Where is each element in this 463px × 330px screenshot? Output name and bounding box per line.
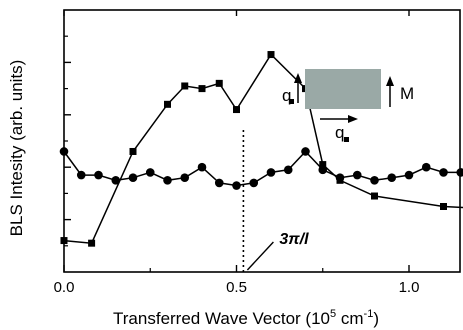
inset-q-left-label: q	[282, 86, 291, 105]
circle-data-point	[197, 162, 207, 172]
square-data-point	[371, 192, 378, 200]
circle-data-point	[163, 176, 172, 185]
plot-frame	[63, 9, 461, 273]
inset-diagram: q M q	[282, 69, 414, 142]
inset-m-arrowhead	[386, 76, 394, 86]
x-axis-ticks: 0.00.51.01.52.0	[54, 10, 420, 296]
circle-data-point	[301, 147, 310, 156]
circle-data-point	[370, 176, 379, 185]
inset-q-bottom-subscript	[344, 137, 349, 142]
x-tick-label: 0.0	[54, 279, 75, 296]
square-data-point	[233, 106, 240, 114]
square-data-point	[60, 237, 68, 245]
circle-data-point	[94, 170, 103, 180]
inset-q-left-subscript	[289, 99, 294, 104]
square-data-point	[215, 79, 223, 87]
square-data-point	[181, 82, 189, 90]
circle-data-point	[214, 178, 224, 188]
annotation-pointer-line	[246, 241, 274, 271]
circle-data-point	[76, 170, 86, 180]
circle-data-point	[352, 170, 362, 180]
circle-data-point	[439, 168, 448, 177]
circle-data-point	[145, 168, 155, 177]
circle-data-point	[318, 165, 328, 175]
series-markers	[59, 51, 463, 247]
circle-data-point	[266, 168, 276, 177]
square-data-point	[267, 51, 275, 59]
circle-data-point	[456, 168, 463, 177]
circle-series-line	[63, 150, 463, 187]
x-tick-label: 0.5	[226, 279, 247, 296]
y-axis-title: BLS Intesity (arb. units)	[7, 60, 26, 237]
inset-q-arrowhead	[294, 73, 302, 83]
circle-data-point	[404, 170, 414, 180]
annotation-label: 3π/l	[279, 231, 309, 248]
circle-data-point	[283, 165, 293, 175]
inset-m-label: M	[400, 84, 414, 103]
square-data-point	[164, 100, 171, 108]
circle-data-point	[111, 176, 121, 185]
circle-data-point	[387, 173, 397, 182]
inset-q-bottom-label: q	[335, 123, 344, 142]
x-axis-title-sup: 5	[330, 308, 336, 320]
square-data-point	[198, 85, 206, 93]
x-axis-title-unit: cm	[336, 309, 363, 328]
x-axis-title-end: )	[373, 309, 379, 328]
inset-block	[305, 69, 381, 109]
circle-data-point	[180, 173, 190, 182]
square-data-point	[440, 203, 447, 210]
square-data-point	[88, 239, 96, 247]
circle-data-point	[59, 147, 69, 156]
circle-data-point	[335, 173, 345, 182]
x-axis-title: Transferred Wave Vector (105 cm-1)	[113, 308, 379, 328]
circle-data-point	[249, 178, 259, 188]
circle-data-point	[232, 181, 241, 190]
inset-q-bottom-arrowhead	[348, 115, 358, 123]
plot-area-border	[63, 9, 461, 273]
annotation-group: 3π/l	[242, 130, 309, 272]
x-tick-label: 1.0	[399, 279, 420, 296]
x-axis-title-unit-sup: -1	[364, 308, 374, 320]
circle-data-point	[421, 162, 431, 172]
x-axis-title-main: Transferred Wave Vector (10	[113, 309, 330, 328]
square-data-point	[129, 147, 137, 155]
square-data-point	[319, 161, 327, 169]
circle-data-point	[128, 173, 138, 182]
y-axis-ticks	[64, 35, 71, 247]
